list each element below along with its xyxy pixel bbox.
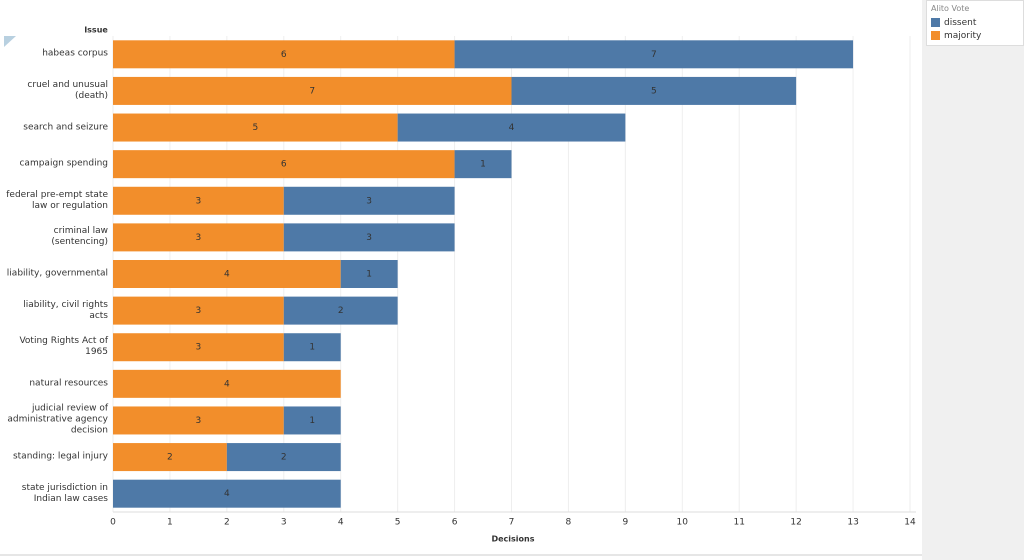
data-label: 1 [309, 416, 315, 426]
bar [113, 406, 284, 435]
legend-swatch [931, 18, 940, 27]
data-label: 3 [366, 233, 372, 243]
legend-title: Alito Vote [931, 4, 970, 13]
y-axis-title: Issue [84, 26, 108, 35]
data-label: 1 [366, 270, 372, 280]
bar [113, 186, 284, 215]
x-tick-label: 11 [733, 518, 744, 528]
x-tick-label: 7 [509, 518, 515, 528]
x-tick-label: 5 [395, 518, 401, 528]
data-label: 4 [224, 379, 230, 389]
legend: Alito Vote dissent majority [926, 0, 1024, 46]
data-label: 3 [196, 306, 202, 316]
bar [113, 113, 398, 142]
y-tick-label: campaign spending [19, 158, 108, 169]
bar [283, 223, 455, 252]
legend-swatch [931, 31, 940, 40]
y-tick-label: search and seizure [23, 122, 108, 133]
y-tick-label: natural resources [29, 378, 108, 389]
data-label: 3 [196, 343, 202, 353]
bar [283, 296, 398, 325]
bar [113, 369, 341, 398]
y-tick-label: liability, governmental [6, 268, 108, 279]
bar [283, 333, 341, 362]
data-label: 3 [196, 233, 202, 243]
legend-item: majority [927, 29, 1023, 42]
y-tick-label: habeas corpus [42, 48, 108, 59]
data-label: 6 [281, 50, 287, 60]
data-label: 4 [224, 270, 230, 280]
data-label: 5 [651, 86, 657, 96]
x-tick-label: 14 [904, 518, 916, 528]
x-tick-label: 4 [338, 518, 344, 528]
bar [113, 40, 455, 69]
data-label: 4 [509, 123, 515, 133]
bar [113, 76, 512, 105]
bar [454, 40, 854, 69]
x-tick-label: 2 [224, 518, 230, 528]
data-label: 3 [366, 196, 372, 206]
chart: Issue Decisions 0 1 2 3 4 5 6 7 8 9 10 11 12 13 146 77 5… [0, 26, 922, 556]
x-tick-label: 6 [452, 518, 458, 528]
corner-icon [4, 36, 16, 47]
data-label: 1 [480, 160, 486, 170]
data-label: 2 [167, 453, 173, 463]
data-label: 7 [651, 50, 657, 60]
y-tick-label: judicial review of administrative agency… [7, 403, 108, 436]
data-label: 7 [309, 86, 315, 96]
data-label: 2 [338, 306, 344, 316]
bar [113, 333, 284, 362]
bar [511, 76, 797, 105]
data-label: 5 [252, 123, 258, 133]
x-tick-label: 3 [281, 518, 287, 528]
data-label: 3 [196, 196, 202, 206]
y-tick-label: criminal law (sentencing) [51, 226, 108, 248]
x-axis-title: Decisions [491, 535, 534, 544]
bar [113, 223, 284, 252]
bar [397, 113, 626, 142]
x-tick-label: 1 [167, 518, 173, 528]
data-label: 3 [196, 416, 202, 426]
bar [113, 443, 227, 472]
y-tick-label: liability, civil rights acts [23, 299, 108, 321]
bar [340, 260, 398, 288]
bar [113, 479, 341, 508]
y-tick-label: standing: legal injury [12, 451, 108, 462]
data-label: 1 [309, 343, 315, 353]
side-panel [922, 0, 1024, 560]
data-label: 6 [281, 160, 287, 170]
bar [454, 150, 512, 179]
legend-item: dissent [927, 16, 1023, 29]
x-tick-label: 0 [110, 518, 116, 528]
x-tick-label: 9 [622, 518, 628, 528]
bar [226, 443, 341, 472]
bar [283, 186, 455, 215]
x-tick-label: 12 [790, 518, 801, 528]
legend-label: dissent [944, 17, 977, 28]
x-tick-label: 10 [677, 518, 689, 528]
bar [113, 150, 455, 179]
legend-label: majority [944, 30, 982, 41]
bar [113, 260, 341, 288]
data-label: 4 [224, 489, 230, 499]
bar [283, 406, 341, 435]
x-tick-label: 8 [566, 518, 572, 528]
data-label: 2 [281, 453, 287, 463]
y-tick-label: federal pre-empt state law or regulation [6, 189, 108, 211]
x-tick-label: 13 [847, 518, 858, 528]
y-tick-label: cruel and unusual (death) [27, 79, 108, 101]
bar [113, 296, 284, 325]
y-tick-label: state jurisdiction in Indian law cases [21, 482, 108, 504]
y-tick-label: Voting Rights Act of 1965 [19, 336, 108, 358]
